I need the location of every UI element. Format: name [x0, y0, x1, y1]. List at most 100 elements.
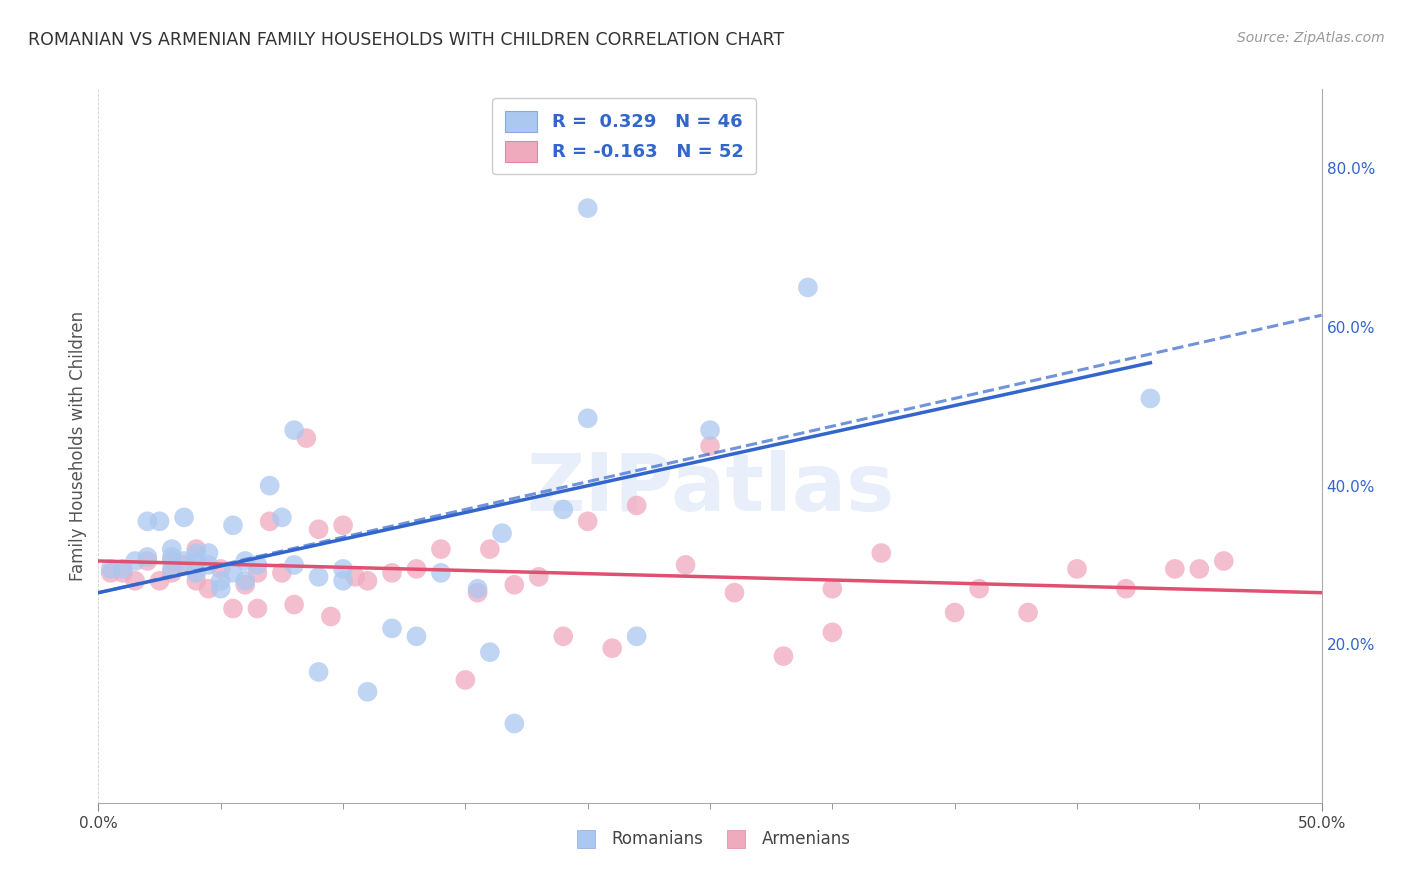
Point: [356, 685, 378, 699]
Point: [1212, 554, 1234, 568]
Point: [209, 574, 232, 588]
Point: [626, 499, 648, 513]
Point: [308, 522, 330, 536]
Point: [246, 566, 269, 580]
Point: [295, 431, 318, 445]
Point: [553, 629, 575, 643]
Point: [259, 478, 281, 492]
Point: [246, 601, 269, 615]
Point: [160, 562, 183, 576]
Point: [478, 645, 501, 659]
Point: [503, 716, 526, 731]
Point: [1164, 562, 1187, 576]
Point: [553, 502, 575, 516]
Legend: Romanians, Armenians: Romanians, Armenians: [562, 824, 858, 855]
Point: [233, 578, 256, 592]
Point: [283, 423, 305, 437]
Point: [160, 554, 183, 568]
Point: [186, 546, 208, 560]
Point: [491, 526, 513, 541]
Point: [100, 566, 122, 580]
Point: [600, 641, 623, 656]
Point: [478, 542, 501, 557]
Point: [197, 582, 219, 596]
Point: [233, 554, 256, 568]
Point: [308, 570, 330, 584]
Point: [160, 542, 183, 557]
Point: [1188, 562, 1211, 576]
Point: [149, 574, 172, 588]
Point: [111, 562, 134, 576]
Text: ZIPatlas: ZIPatlas: [526, 450, 894, 528]
Point: [454, 673, 477, 687]
Point: [576, 201, 599, 215]
Point: [173, 510, 195, 524]
Point: [149, 514, 172, 528]
Point: [967, 582, 990, 596]
Point: [430, 566, 453, 580]
Point: [381, 621, 404, 635]
Point: [197, 558, 219, 572]
Point: [675, 558, 697, 572]
Point: [186, 554, 208, 568]
Point: [173, 558, 195, 572]
Point: [222, 601, 245, 615]
Point: [797, 280, 820, 294]
Point: [821, 582, 844, 596]
Point: [467, 582, 489, 596]
Point: [405, 629, 427, 643]
Point: [160, 566, 183, 580]
Point: [283, 558, 305, 572]
Point: [821, 625, 844, 640]
Point: [111, 566, 134, 580]
Point: [699, 439, 721, 453]
Point: [332, 574, 354, 588]
Point: [246, 558, 269, 572]
Point: [332, 518, 354, 533]
Point: [100, 562, 122, 576]
Point: [222, 518, 245, 533]
Text: ROMANIAN VS ARMENIAN FAMILY HOUSEHOLDS WITH CHILDREN CORRELATION CHART: ROMANIAN VS ARMENIAN FAMILY HOUSEHOLDS W…: [28, 31, 785, 49]
Point: [772, 649, 794, 664]
Point: [283, 598, 305, 612]
Point: [430, 542, 453, 557]
Y-axis label: Family Households with Children: Family Households with Children: [69, 311, 87, 581]
Point: [136, 514, 159, 528]
Point: [270, 510, 294, 524]
Point: [723, 585, 745, 599]
Point: [1115, 582, 1137, 596]
Point: [1066, 562, 1088, 576]
Point: [160, 549, 183, 564]
Point: [319, 609, 342, 624]
Point: [356, 574, 378, 588]
Point: [197, 546, 219, 560]
Point: [222, 566, 245, 580]
Point: [186, 574, 208, 588]
Point: [943, 606, 966, 620]
Point: [308, 665, 330, 679]
Point: [124, 554, 146, 568]
Point: [576, 411, 599, 425]
Point: [344, 570, 367, 584]
Point: [136, 549, 159, 564]
Point: [699, 423, 721, 437]
Point: [136, 554, 159, 568]
Point: [503, 578, 526, 592]
Point: [186, 542, 208, 557]
Point: [467, 585, 489, 599]
Point: [576, 514, 599, 528]
Point: [209, 582, 232, 596]
Point: [381, 566, 404, 580]
Point: [626, 629, 648, 643]
Point: [173, 554, 195, 568]
Point: [332, 562, 354, 576]
Point: [233, 574, 256, 588]
Text: Source: ZipAtlas.com: Source: ZipAtlas.com: [1237, 31, 1385, 45]
Point: [259, 514, 281, 528]
Point: [1017, 606, 1039, 620]
Point: [209, 562, 232, 576]
Point: [527, 570, 550, 584]
Point: [870, 546, 893, 560]
Point: [124, 574, 146, 588]
Point: [1139, 392, 1161, 406]
